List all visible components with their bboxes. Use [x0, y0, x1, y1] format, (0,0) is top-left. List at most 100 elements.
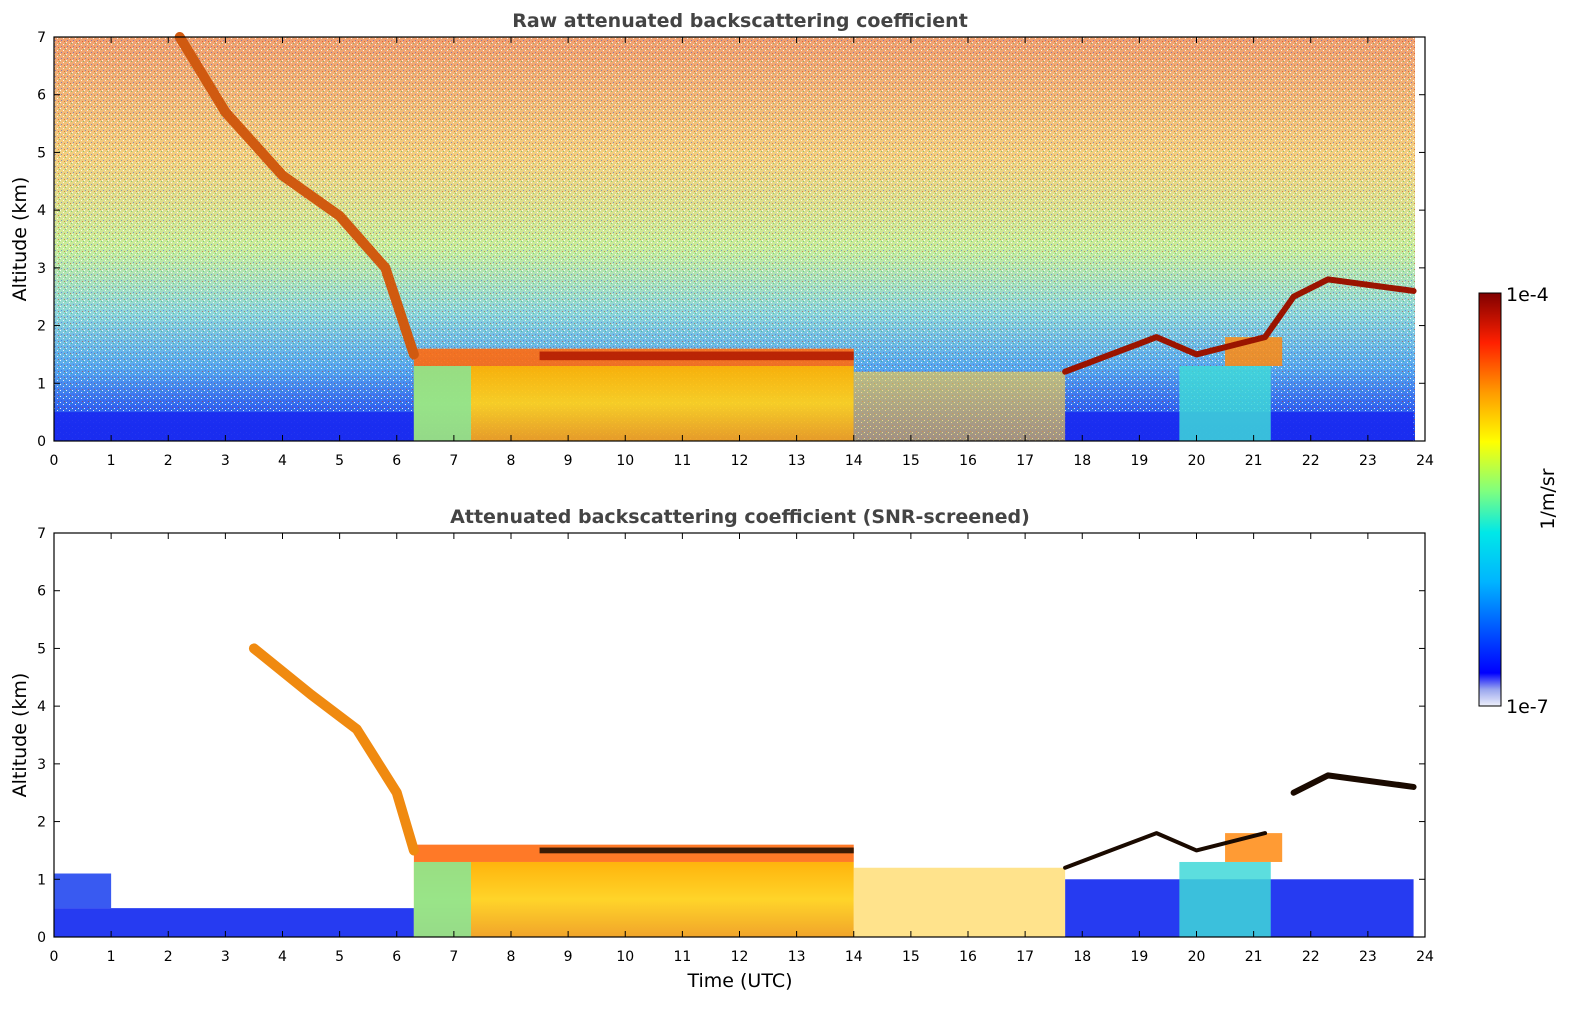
x-tick-label: 15	[902, 453, 920, 469]
y-tick-label: 6	[37, 584, 46, 600]
colorbar-unit-label: 1/m/sr	[1537, 468, 1559, 529]
x-tick-label: 2	[164, 949, 173, 965]
cloud-layer	[413, 844, 854, 862]
x-tick-label: 21	[1245, 949, 1263, 965]
aerosol-column	[1179, 861, 1271, 937]
x-tick-label: 22	[1302, 949, 1320, 965]
y-tick-label: 2	[37, 815, 46, 831]
y-tick-label: 6	[37, 88, 46, 104]
cloud-layer-core	[539, 847, 854, 854]
x-tick-label: 8	[507, 949, 516, 965]
x-tick-label: 5	[335, 949, 344, 965]
x-tick-label: 0	[50, 453, 59, 469]
x-tick-label: 5	[335, 453, 344, 469]
x-tick-label: 6	[392, 453, 401, 469]
heatmap-field	[54, 32, 1417, 441]
x-tick-label: 19	[1130, 949, 1148, 965]
y-tick-label: 0	[37, 434, 46, 450]
x-tick-label: 23	[1359, 453, 1377, 469]
x-tick-label: 9	[564, 949, 573, 965]
colorbar: 1e-4 1e-7 1/m/sr	[1478, 284, 1559, 718]
x-tick-label: 8	[507, 453, 516, 469]
x-tick-label: 3	[221, 949, 230, 965]
colorbar-gradient	[1478, 292, 1502, 707]
colorbar-min-label: 1e-7	[1506, 696, 1549, 718]
x-tick-label: 12	[731, 453, 749, 469]
x-tick-label: 4	[278, 949, 287, 965]
x-tick-label: 24	[1416, 949, 1434, 965]
x-tick-label: 16	[959, 453, 977, 469]
x-axis-ticks: 0 1 2 3 4 5 6 7 8 9 10 11 12 13 14 15 16 17 18 19 20 21 22 23 24	[50, 533, 1434, 965]
x-tick-label: 15	[902, 949, 920, 965]
elevated-cloud-layer	[1290, 772, 1417, 796]
x-tick-label: 18	[1073, 453, 1091, 469]
heatmap-field	[54, 643, 1417, 937]
x-tick-label: 7	[449, 949, 458, 965]
x-tick-label: 7	[449, 453, 458, 469]
y-tick-label: 7	[37, 30, 46, 46]
y-tick-label: 7	[37, 526, 46, 542]
y-tick-label: 4	[37, 699, 46, 715]
x-tick-label: 13	[788, 453, 806, 469]
y-axis-ticks: 0 1 2 3 4 5 6 7	[37, 526, 1425, 946]
x-tick-label: 16	[959, 949, 977, 965]
x-tick-label: 13	[788, 949, 806, 965]
x-tick-label: 14	[845, 949, 863, 965]
surface-layer	[54, 873, 112, 909]
x-tick-label: 21	[1245, 453, 1263, 469]
y-tick-label: 3	[37, 757, 46, 773]
x-tick-label: 22	[1302, 453, 1320, 469]
broken-clouds	[853, 867, 1066, 937]
colorbar-max-label: 1e-4	[1506, 284, 1549, 306]
x-tick-label: 19	[1130, 453, 1148, 469]
y-axis-ticks: 0 1 2 3 4 5 6 7	[37, 30, 1425, 450]
y-axis-label: Altitude (km)	[9, 177, 31, 302]
y-tick-label: 3	[37, 261, 46, 277]
snr-screened-panel: Attenuated backscattering coefficient (S…	[9, 506, 1434, 992]
y-tick-label: 5	[37, 641, 46, 657]
y-tick-label: 1	[37, 376, 46, 392]
y-tick-label: 1	[37, 872, 46, 888]
surface-layer	[54, 908, 414, 937]
x-axis-label: Time (UTC)	[686, 970, 792, 992]
panel-title: Raw attenuated backscattering coefficien…	[512, 10, 968, 32]
x-tick-label: 24	[1416, 453, 1434, 469]
broken-clouds	[853, 371, 1066, 441]
cloud-layer-core	[539, 351, 854, 361]
virga-streak	[174, 32, 419, 360]
raw-backscatter-panel: Raw attenuated backscattering coefficien…	[9, 10, 1434, 469]
x-tick-label: 1	[107, 949, 116, 965]
elevated-cloud-layer	[1062, 276, 1417, 375]
x-tick-label: 3	[221, 453, 230, 469]
surface-layer	[54, 412, 414, 441]
elevated-cloud-layer	[1063, 831, 1268, 870]
aerosol-column	[1179, 365, 1271, 441]
x-tick-label: 9	[564, 453, 573, 469]
x-tick-label: 11	[673, 949, 691, 965]
x-tick-label: 11	[673, 453, 691, 469]
panel-title: Attenuated backscattering coefficient (S…	[450, 506, 1030, 528]
x-tick-label: 23	[1359, 949, 1377, 965]
y-tick-label: 0	[37, 930, 46, 946]
boundary-layer-aerosol	[413, 365, 854, 441]
x-tick-label: 18	[1073, 949, 1091, 965]
virga-streak	[248, 643, 419, 856]
x-tick-label: 0	[50, 949, 59, 965]
x-tick-label: 17	[1016, 949, 1034, 965]
boundary-layer-aerosol	[413, 861, 472, 937]
y-tick-label: 2	[37, 319, 46, 335]
x-tick-label: 6	[392, 949, 401, 965]
x-tick-label: 20	[1188, 949, 1206, 965]
y-tick-label: 4	[37, 203, 46, 219]
x-tick-label: 2	[164, 453, 173, 469]
x-axis-ticks: 0 1 2 3 4 5 6 7 8 9 10 11 12 13 14 15 16 17 18 19 20 21 22 23 24	[50, 37, 1434, 469]
x-tick-label: 12	[731, 949, 749, 965]
boundary-layer-aerosol	[413, 365, 472, 441]
y-tick-label: 5	[37, 145, 46, 161]
boundary-layer-aerosol	[413, 861, 854, 937]
x-tick-label: 10	[616, 949, 634, 965]
x-tick-label: 10	[616, 453, 634, 469]
x-tick-label: 1	[107, 453, 116, 469]
y-axis-label: Altitude (km)	[9, 673, 31, 798]
